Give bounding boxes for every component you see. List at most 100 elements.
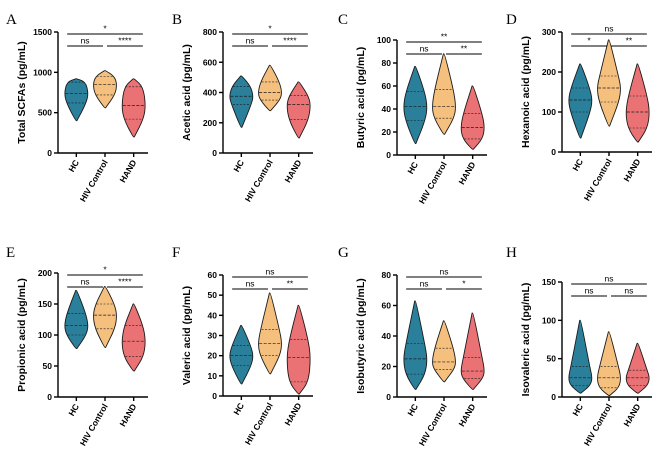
violin-hiv-control [432,53,456,135]
y-tick-label: 150 [542,277,556,287]
violin-hand [121,78,146,138]
panel-letter: A [6,12,17,28]
y-tick-label: 30 [208,331,218,341]
x-category-label: HAND [117,402,138,428]
violin-hc [403,300,428,390]
x-category-label: HAND [282,401,303,427]
violin-hiv-control [258,292,282,375]
violin-hand [121,303,146,372]
y-tick-label: 1000 [33,67,52,77]
y-tick-label: 100 [542,315,556,325]
y-tick-label: 200 [542,67,556,77]
y-tick-label: 80 [382,270,392,280]
y-tick-label: 200 [38,268,52,278]
y-tick-label: 150 [38,299,52,309]
y-tick-label: 400 [203,88,217,98]
violin-hand [460,312,485,390]
y-tick-label: 0 [47,148,52,158]
x-category-label: HAND [117,158,138,184]
violin-hc [229,324,254,385]
significance-label: * [587,36,591,46]
violin-hiv-control [597,331,621,396]
x-category-label: HC [66,158,81,174]
y-tick-label: 10 [208,371,218,381]
panel-f: F 0 10 20 30 40 50 60 Valeric acid (pg/mL) HCHIV … [172,245,313,446]
violin-hc [568,63,593,139]
y-tick-label: 60 [382,81,392,91]
x-category-label: HC [405,402,420,418]
y-tick-label: 0 [551,392,556,402]
y-axis-label: Valeric acid (pg/mL) [181,286,193,385]
x-category-label: HAND [282,158,303,184]
violin-hiv-control [93,286,117,348]
y-tick-label: 500 [38,108,52,118]
y-tick-label: 20 [382,127,392,137]
y-tick-label: 80 [382,58,392,68]
y-tick-label: 20 [208,351,218,361]
y-tick-label: 0 [551,147,556,157]
x-category-label: HIV Control [582,402,614,447]
x-category-label: HIV Control [582,157,614,202]
x-category-label: HC [570,402,585,418]
y-tick-label: 50 [208,290,218,300]
significance-label: * [462,279,466,289]
violin-hand [625,342,650,394]
significance-label: **** [118,277,132,287]
panel-letter: B [172,12,182,28]
y-axis-label: Propionic acid (pg/mL) [16,278,28,392]
y-tick-label: 0 [212,391,217,401]
y-tick-label: 0 [386,150,391,160]
panel-letter: C [338,12,348,28]
y-tick-label: 100 [377,35,391,45]
y-axis-label: Hexanoic acid (pg/mL) [520,36,532,148]
significance-label: ns [624,286,633,296]
violin-hc [229,75,254,128]
y-axis-label: Isobutyric acid (pg/mL) [355,278,367,394]
y-tick-label: 40 [382,104,392,114]
y-tick-label: 0 [386,392,391,402]
y-tick-label: 40 [208,310,218,320]
x-category-label: HIV Control [417,402,449,447]
x-category-label: HIV Control [78,158,110,203]
y-tick-label: 0 [212,148,217,158]
significance-label: ** [626,36,633,46]
panel-letter: D [506,12,517,28]
y-tick-label: 60 [382,301,392,311]
y-tick-label: 800 [203,27,217,37]
x-category-label: HAND [456,160,477,186]
x-category-label: HC [231,401,246,417]
significance-label: ** [287,279,294,289]
panel-letter: F [172,245,180,261]
significance-label: **** [283,36,297,46]
y-axis-label: Total SCFAs (pg/mL) [16,41,28,143]
x-category-label: HIV Control [243,401,275,446]
panel-letter: G [338,245,349,261]
violin-hand [460,85,485,150]
y-tick-label: 600 [203,57,217,67]
significance-label: **** [118,36,132,46]
y-axis-label: Butyric acid (pg/mL) [355,47,367,149]
x-category-label: HAND [456,402,477,428]
x-category-label: HC [66,402,81,418]
significance-label: ns [81,36,90,46]
significance-label: ns [605,24,614,34]
violin-hand [286,81,311,139]
violin-hiv-control [258,64,282,112]
violin-hc [403,66,428,144]
significance-label: ** [461,44,468,54]
violin-hc [64,78,89,122]
x-category-label: HIV Control [78,402,110,447]
significance-label: ns [246,279,255,289]
y-axis-label: Isovaleric acid (pg/mL) [520,283,532,397]
x-category-label: HIV Control [417,160,449,205]
significance-label: * [103,24,107,34]
y-axis-label: Acetic acid (pg/mL) [181,44,193,141]
panel-letter: E [6,245,15,261]
violin-hand [286,304,311,395]
